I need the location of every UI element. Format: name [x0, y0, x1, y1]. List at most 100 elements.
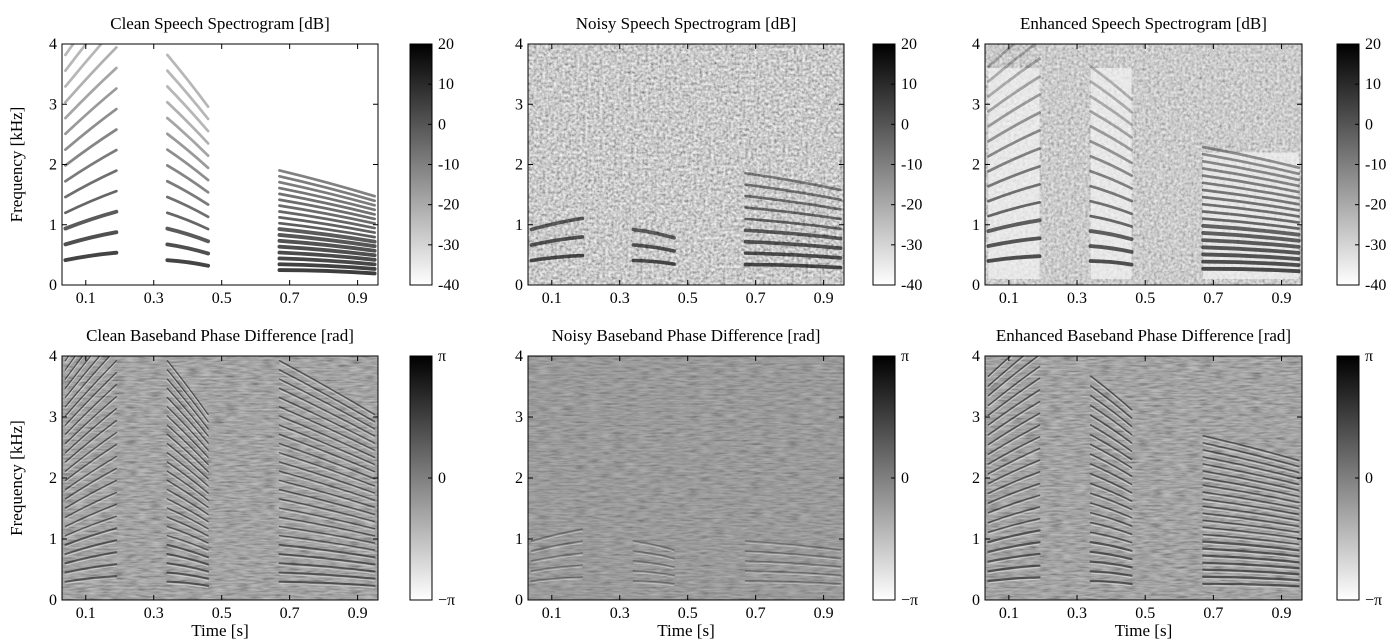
harmonic-stripe [278, 461, 376, 494]
harmonic-stripe-light [531, 542, 583, 554]
harmonic-stripe [1089, 214, 1133, 228]
harmonic-stripe-light [988, 426, 1040, 457]
x-axis-label: Time [s] [191, 621, 248, 640]
x-tick-label: 0.1 [999, 605, 1019, 622]
harmonic-stripe [278, 498, 376, 523]
subplot-title: Clean Baseband Phase Difference [rad] [86, 326, 354, 345]
harmonic-stripe [529, 235, 585, 247]
y-tick-label: 4 [49, 348, 57, 365]
harmonic-stripe [987, 435, 1041, 465]
harmonic-stripe [1202, 554, 1300, 564]
harmonic-stripe [64, 551, 118, 565]
harmonic-stripe [166, 507, 209, 530]
harmonic-stripe [1089, 521, 1133, 535]
harmonic-stripe [529, 253, 585, 263]
harmonic-stripe [987, 165, 1041, 188]
subplot-title: Noisy Baseband Phase Difference [rad] [552, 326, 821, 345]
harmonic-stripe [64, 383, 118, 436]
x-axis-label: Time [s] [1115, 621, 1172, 640]
harmonic-stripe-light [279, 362, 375, 417]
harmonic-stripe-light [1203, 486, 1299, 505]
harmonic-stripe-light [1203, 500, 1299, 517]
harmonic-stripe [632, 540, 675, 551]
colorbar-tick-label: 10 [901, 76, 917, 93]
harmonic-stripe-light [167, 518, 209, 539]
colorbar-tick-label: 20 [901, 36, 917, 53]
y-axis-label: Frequency [kHz] [7, 420, 26, 536]
harmonic-stripe-light [1090, 504, 1132, 521]
harmonic-stripe [986, 218, 1042, 234]
harmonic-stripe-light [279, 481, 375, 510]
harmonic-stripe-light [65, 541, 117, 557]
harmonic-stripe-light [1203, 514, 1299, 529]
y-tick-label: 0 [515, 277, 523, 294]
harmonic-stripe [986, 254, 1042, 263]
harmonic-stripe-light [65, 446, 117, 483]
harmonic-stripe-light [1090, 524, 1132, 537]
harmonic-stripe [530, 528, 584, 542]
heatmap-image [985, 356, 1302, 600]
harmonic-stripe [1202, 484, 1300, 504]
colorbar-tick-label: -10 [438, 157, 459, 174]
x-tick-label: 0.3 [610, 290, 630, 307]
harmonic-stripe-light [745, 562, 841, 570]
harmonic-stripe [1089, 540, 1133, 552]
harmonic-stripe [987, 200, 1041, 218]
x-tick-label: 0.7 [1203, 290, 1223, 307]
harmonic-stripe-light [531, 578, 583, 584]
harmonic-stripe [987, 183, 1041, 203]
harmonic-stripe [1089, 110, 1133, 139]
harmonic-stripe [278, 369, 376, 423]
harmonic-stripe [530, 540, 584, 552]
harmonic-stripe [64, 467, 118, 500]
harmonic-stripe [1202, 470, 1300, 492]
harmonic-stripe-light [167, 527, 209, 546]
harmonic-stripe [1201, 238, 1301, 249]
harmonic-stripe-light [1203, 479, 1299, 499]
colorbar-tick-label: -20 [1365, 197, 1386, 214]
harmonic-stripe-light [167, 481, 209, 510]
harmonic-stripe-light [279, 417, 375, 460]
harmonic-stripe-light [279, 546, 375, 560]
y-tick-label: 1 [515, 217, 523, 234]
x-tick-label: 0.3 [1067, 290, 1087, 307]
harmonic-stripe [1089, 560, 1133, 569]
harmonic-stripe [530, 552, 584, 562]
x-tick-label: 0.5 [1135, 605, 1155, 622]
harmonic-stripe [1202, 442, 1300, 468]
harmonic-stripe [166, 525, 209, 544]
subplot-2 [527, 43, 896, 286]
harmonic-stripe [743, 228, 843, 241]
harmonic-stripe-light [65, 422, 117, 465]
harmonic-stripe-light [65, 356, 103, 400]
harmonic-stripe [987, 400, 1041, 436]
harmonic-stripe [64, 356, 84, 380]
harmonic-stripe [986, 236, 1042, 248]
harmonic-stripe [1202, 533, 1300, 546]
harmonic-stripe [64, 443, 118, 482]
harmonic-stripe [530, 576, 584, 582]
harmonic-stripe-light [1090, 406, 1132, 438]
harmonic-stripe [744, 540, 842, 551]
harmonic-stripe-light [1203, 444, 1299, 469]
harmonic-stripe-light [1090, 553, 1132, 562]
harmonic-stripe-light [988, 473, 1040, 496]
colorbar-tick-label: -30 [1365, 237, 1386, 254]
harmonic-stripe [278, 534, 376, 551]
harmonic-stripe [1089, 453, 1133, 477]
harmonic-stripe-light [1090, 543, 1132, 554]
harmonic-stripe-light [1203, 528, 1299, 541]
harmonic-stripe [166, 406, 209, 451]
x-tick-label: 0.9 [814, 290, 834, 307]
x-tick-label: 0.7 [1203, 605, 1223, 622]
colorbar-tick-label: π [901, 348, 909, 365]
y-tick-label: 1 [49, 217, 57, 234]
harmonic-stripe [632, 550, 675, 560]
harmonic-stripe-light [1090, 387, 1132, 421]
harmonic-stripe-light [166, 371, 209, 424]
harmonic-stripe-light [633, 572, 675, 578]
harmonic-stripe-light [65, 481, 117, 511]
harmonic-stripe-light [988, 356, 1027, 389]
harmonic-stripe [1088, 259, 1134, 267]
harmonic-stripe-light [65, 505, 117, 529]
